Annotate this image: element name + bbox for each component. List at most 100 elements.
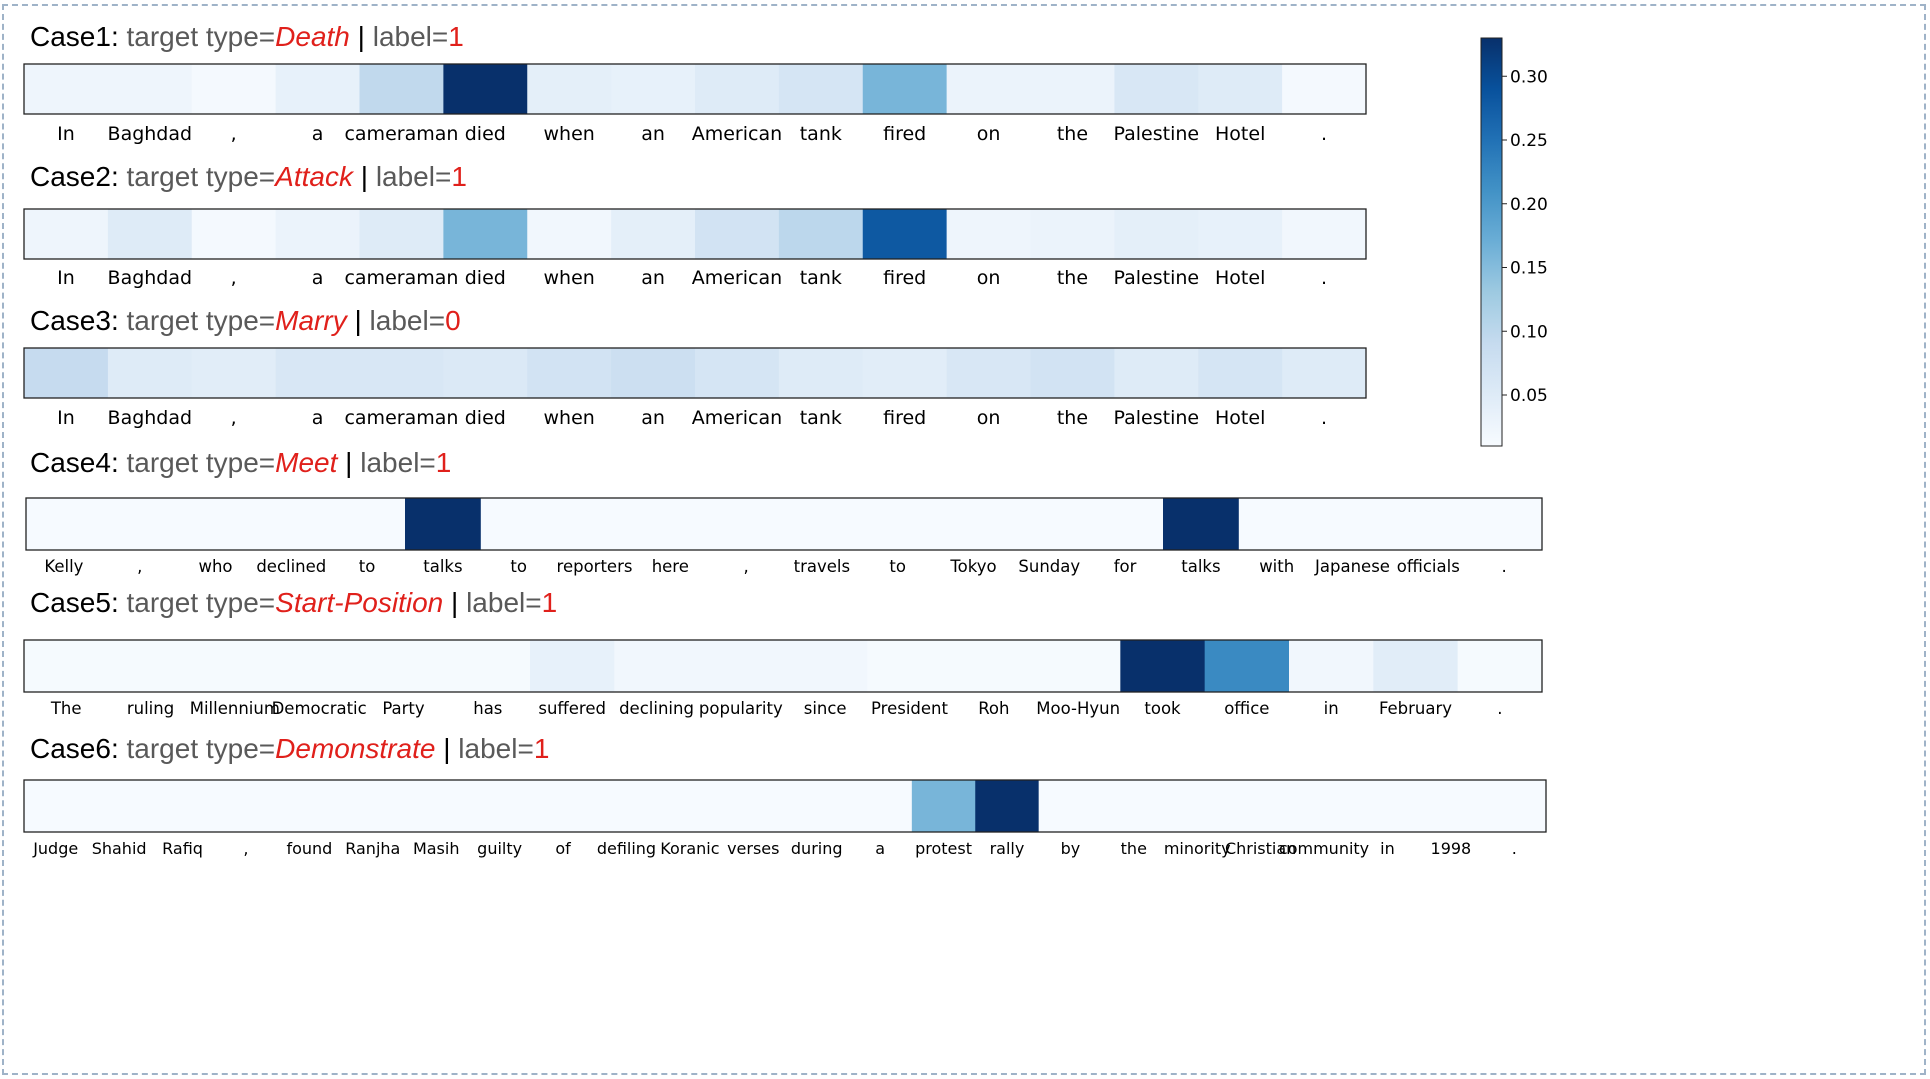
token-label: in bbox=[1380, 839, 1395, 858]
heatmap-cell-popularity bbox=[698, 640, 784, 692]
token-label: Baghdad bbox=[108, 407, 193, 429]
token-label: tank bbox=[800, 267, 842, 289]
heatmap-cell-on bbox=[946, 209, 1032, 259]
token-label: for bbox=[1114, 557, 1137, 576]
colorbar-tick-label: 0.05 bbox=[1510, 386, 1548, 406]
heatmap-cell-to bbox=[329, 498, 406, 550]
token-label: on bbox=[977, 407, 1001, 429]
token-label: In bbox=[57, 267, 75, 289]
token-label: ruling bbox=[127, 699, 174, 718]
heatmap-cell-fired bbox=[862, 64, 948, 114]
heatmap-cell-to bbox=[859, 498, 937, 550]
token-label: . bbox=[1321, 407, 1327, 429]
token-label: when bbox=[544, 407, 595, 429]
target-type-label: target type= bbox=[127, 587, 276, 618]
heatmap-border bbox=[23, 347, 1367, 399]
token-label: suffered bbox=[538, 699, 606, 718]
heatmap-cell-, bbox=[191, 64, 277, 114]
target-type-value: Marry bbox=[275, 305, 349, 336]
heatmap-cell-Shahid bbox=[87, 780, 152, 832]
label-text: label= bbox=[376, 161, 452, 192]
heatmap-cell-to bbox=[480, 498, 558, 550]
heatmap-cell-a bbox=[275, 64, 361, 114]
case-5-panel: Case5: target type=Start-Position | labe… bbox=[23, 587, 1543, 718]
heatmap-border bbox=[23, 208, 1367, 260]
token-label: American bbox=[692, 407, 782, 429]
token-label: February bbox=[1379, 699, 1452, 718]
heatmap-cell-on bbox=[946, 348, 1032, 398]
heatmap-cell-here bbox=[632, 498, 709, 550]
heatmap-cell-with bbox=[1238, 498, 1316, 550]
heatmap-cell-cameraman bbox=[359, 209, 444, 259]
token-label: guilty bbox=[477, 839, 522, 858]
token-label: the bbox=[1057, 407, 1088, 429]
heatmap-cell-found bbox=[277, 780, 342, 832]
token-label: Millennium bbox=[190, 699, 280, 718]
heatmap-cell-February bbox=[1373, 640, 1459, 692]
token-label: Roh bbox=[978, 699, 1009, 718]
heatmap-cell-Hotel bbox=[1198, 209, 1283, 259]
token-label: . bbox=[1321, 123, 1327, 145]
colorbar-tick-label: 0.10 bbox=[1510, 322, 1548, 342]
token-label: , bbox=[243, 839, 248, 858]
token-label: a bbox=[312, 407, 324, 429]
heatmap-cell-Koranic bbox=[658, 780, 723, 832]
heatmap-cell-an bbox=[611, 209, 696, 259]
token-label: Palestine bbox=[1114, 123, 1200, 145]
case-4-panel: Case4: target type=Meet | label=1 Kelly, w… bbox=[25, 447, 1543, 576]
token-label: , bbox=[231, 267, 237, 289]
token-label: Moo-Hyun bbox=[1036, 699, 1120, 718]
token-label: President bbox=[871, 699, 948, 718]
token-label: American bbox=[692, 123, 782, 145]
heatmap-cell-Kelly bbox=[26, 498, 103, 550]
token-label: Party bbox=[382, 699, 425, 718]
token-label: died bbox=[465, 407, 506, 429]
target-type-value: Meet bbox=[275, 447, 338, 478]
token-label: fired bbox=[883, 267, 926, 289]
target-type-value: Start-Position bbox=[275, 587, 443, 618]
heatmap-cell-Party bbox=[361, 640, 447, 692]
heatmap-border bbox=[23, 639, 1543, 693]
caption-colon: : bbox=[111, 447, 127, 478]
token-label: on bbox=[977, 123, 1001, 145]
token-label: , bbox=[137, 557, 142, 576]
colorbar: 0.05 0.10 0.15 0.20 0.25 0.30 bbox=[1480, 37, 1548, 447]
heatmap-cell-declining bbox=[614, 640, 700, 692]
case-3-panel: Case3: target type=Marry | label=0 In Bagh… bbox=[23, 305, 1367, 429]
heatmap-cell-Masih bbox=[404, 780, 469, 832]
token-label: the bbox=[1121, 839, 1147, 858]
target-type-label: target type= bbox=[127, 733, 276, 764]
heatmap-cell-the bbox=[1102, 780, 1167, 832]
token-label: Democratic bbox=[272, 699, 367, 718]
token-label: . bbox=[1501, 557, 1506, 576]
token-label: a bbox=[875, 839, 885, 858]
token-label: the bbox=[1057, 123, 1088, 145]
label-value: 0 bbox=[445, 305, 461, 336]
heatmap-cell-protest bbox=[911, 780, 976, 832]
heatmap-cell-In bbox=[24, 348, 109, 398]
token-label: cameraman bbox=[344, 407, 458, 429]
heatmap-cell-Baghdad bbox=[107, 209, 193, 259]
token-label: with bbox=[1259, 557, 1294, 576]
token-label: fired bbox=[883, 407, 926, 429]
heatmap-cell-died bbox=[443, 64, 528, 114]
heatmap-cell-officials bbox=[1390, 498, 1467, 550]
heatmap-cell-when bbox=[527, 348, 612, 398]
heatmap-cell-for bbox=[1087, 498, 1164, 550]
token-label: died bbox=[465, 267, 506, 289]
caption-separator: | bbox=[350, 21, 373, 52]
heatmap-cell-Hotel bbox=[1198, 348, 1283, 398]
heatmap-cell-. bbox=[1282, 64, 1367, 114]
label-text: label= bbox=[458, 733, 534, 764]
token-label: to bbox=[889, 557, 906, 576]
case-name: Case4 bbox=[30, 447, 111, 478]
heatmap-cell-cameraman bbox=[359, 64, 444, 114]
case-name: Case3 bbox=[30, 305, 111, 336]
token-label: since bbox=[804, 699, 847, 718]
heatmap-cell-during bbox=[785, 780, 850, 832]
heatmap-cell-President bbox=[867, 640, 953, 692]
token-label: fired bbox=[883, 123, 926, 145]
heatmap-cell-Ranjha bbox=[341, 780, 406, 832]
token-label: a bbox=[312, 123, 324, 145]
